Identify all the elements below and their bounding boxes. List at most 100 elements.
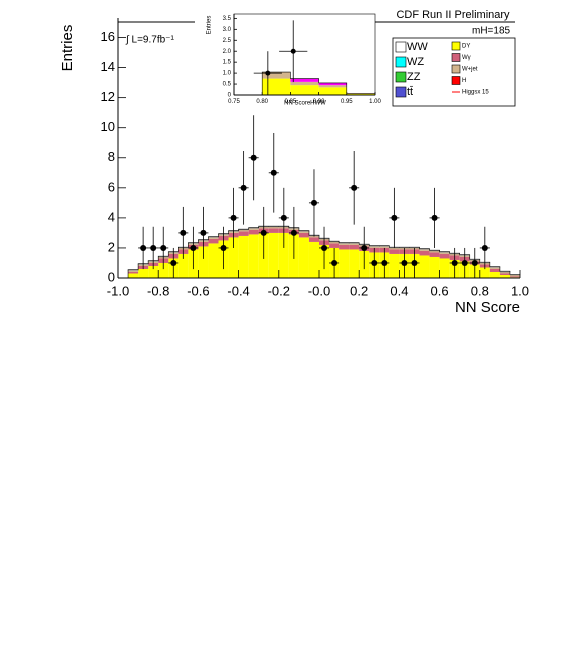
main-data-point <box>391 214 398 221</box>
main-histogram-bar <box>509 276 520 278</box>
main-y-tick-label: 2 <box>108 239 115 254</box>
legend-swatch <box>451 41 461 51</box>
main-histogram-bar <box>429 252 440 257</box>
inset-data-point <box>265 70 271 76</box>
main-x-tick-label: 0.4 <box>390 284 408 299</box>
main-histogram-bar <box>379 246 390 248</box>
main-data-point <box>240 184 247 191</box>
main-histogram-bar <box>298 231 309 233</box>
main-histogram-bar <box>489 267 500 269</box>
main-histogram-bar <box>429 250 440 253</box>
main-histogram-bar <box>429 256 440 278</box>
legend-swatch <box>395 56 407 68</box>
inset-data-point <box>290 48 296 54</box>
main-histogram-bar <box>198 246 209 278</box>
inset-x-tick-label: 0.75 <box>228 99 240 105</box>
main-histogram-bar <box>439 258 450 278</box>
inset-histogram-bar <box>290 78 319 82</box>
main-histogram-bar <box>419 250 430 256</box>
inset-y-tick-label: 0 <box>228 93 232 99</box>
main-histogram-bar <box>479 267 490 278</box>
main-histogram-bar <box>208 243 219 278</box>
main-histogram-bar <box>268 232 279 278</box>
legend-label: DY <box>462 44 470 50</box>
inset-y-tick-label: 2.5 <box>223 38 232 44</box>
main-histogram-bar <box>208 237 219 239</box>
main-histogram-bar <box>238 231 249 236</box>
inset-y-tick-label: 3.5 <box>223 16 232 22</box>
main-data-point <box>411 259 418 266</box>
main-y-tick-label: 14 <box>101 59 115 74</box>
main-histogram-bar <box>298 237 309 278</box>
main-histogram-bar <box>148 265 159 278</box>
x-axis-title: NN Score <box>455 299 520 316</box>
main-x-tick-label: 0.2 <box>350 284 368 299</box>
legend-swatch <box>451 76 461 85</box>
inset-y-tick-label: 0.5 <box>223 82 232 88</box>
main-y-tick-label: 4 <box>108 209 115 224</box>
inset-y-tick-label: 3.0 <box>223 27 232 33</box>
main-y-tick-label: 0 <box>108 269 115 284</box>
main-data-point <box>481 244 488 251</box>
main-x-tick-label: -0.8 <box>147 284 169 299</box>
main-histogram-bar <box>298 232 309 238</box>
main-data-point <box>180 229 187 236</box>
main-histogram-bar <box>489 271 500 278</box>
inset-histogram-bar <box>290 85 319 95</box>
legend-label: WZ <box>407 56 424 68</box>
main-histogram-bar <box>178 253 189 278</box>
main-data-point <box>230 214 237 221</box>
main-x-tick-label: -1.0 <box>107 284 129 299</box>
inset-x-axis-title: NN ScoreHWW <box>284 101 326 107</box>
main-histogram-bar <box>499 274 510 278</box>
main-histogram-bar <box>349 249 360 278</box>
main-histogram-bar <box>128 271 139 274</box>
main-histogram-bar <box>349 243 360 245</box>
main-y-tick-label: 12 <box>101 89 115 104</box>
main-histogram-bar <box>499 271 510 274</box>
main-data-point <box>160 244 167 251</box>
main-histogram-bar <box>389 247 400 250</box>
inset-histogram-bar <box>290 81 319 86</box>
main-data-point <box>190 244 197 251</box>
main-data-point <box>200 229 207 236</box>
main-histogram-bar <box>268 226 279 229</box>
inset-histogram-bar <box>318 82 347 86</box>
legend-swatch <box>395 71 407 83</box>
legend-swatch <box>395 86 407 98</box>
chart-title: CDF Run II Preliminary <box>396 9 510 21</box>
main-histogram-bar <box>329 241 340 244</box>
legend-label: W+jet <box>462 67 478 73</box>
main-x-tick-label: 0.8 <box>471 284 489 299</box>
main-histogram-bar <box>248 228 259 230</box>
main-histogram-bar <box>509 274 520 277</box>
main-histogram-bar <box>308 241 319 278</box>
legend-label: Wγ <box>462 55 471 61</box>
main-data-point <box>170 259 177 266</box>
legend-label: tt̄ <box>407 86 413 98</box>
main-histogram-bar <box>248 229 259 235</box>
main-histogram-bar <box>339 244 350 250</box>
main-data-point <box>451 259 458 266</box>
main-y-tick-label: 10 <box>101 119 115 134</box>
main-data-point <box>431 214 438 221</box>
main-data-point <box>321 244 328 251</box>
main-x-tick-label: 1.0 <box>511 284 529 299</box>
main-x-tick-label: 0.6 <box>431 284 449 299</box>
main-y-tick-label: 16 <box>101 29 115 44</box>
main-histogram-bar <box>128 273 139 278</box>
main-histogram-bar <box>228 237 239 278</box>
y-axis-title: Entries <box>59 25 76 72</box>
legend-label: ZZ <box>407 71 421 83</box>
main-histogram-bar <box>308 235 319 238</box>
main-data-point <box>471 259 478 266</box>
main-histogram-bar <box>389 249 400 254</box>
inset-y-tick-label: 2.0 <box>223 49 232 55</box>
main-data-point <box>461 259 468 266</box>
inset-histogram-bar <box>262 78 291 95</box>
main-data-point <box>401 259 408 266</box>
main-data-point <box>260 229 267 236</box>
main-histogram-bar <box>158 262 169 278</box>
main-histogram-bar <box>278 232 289 278</box>
